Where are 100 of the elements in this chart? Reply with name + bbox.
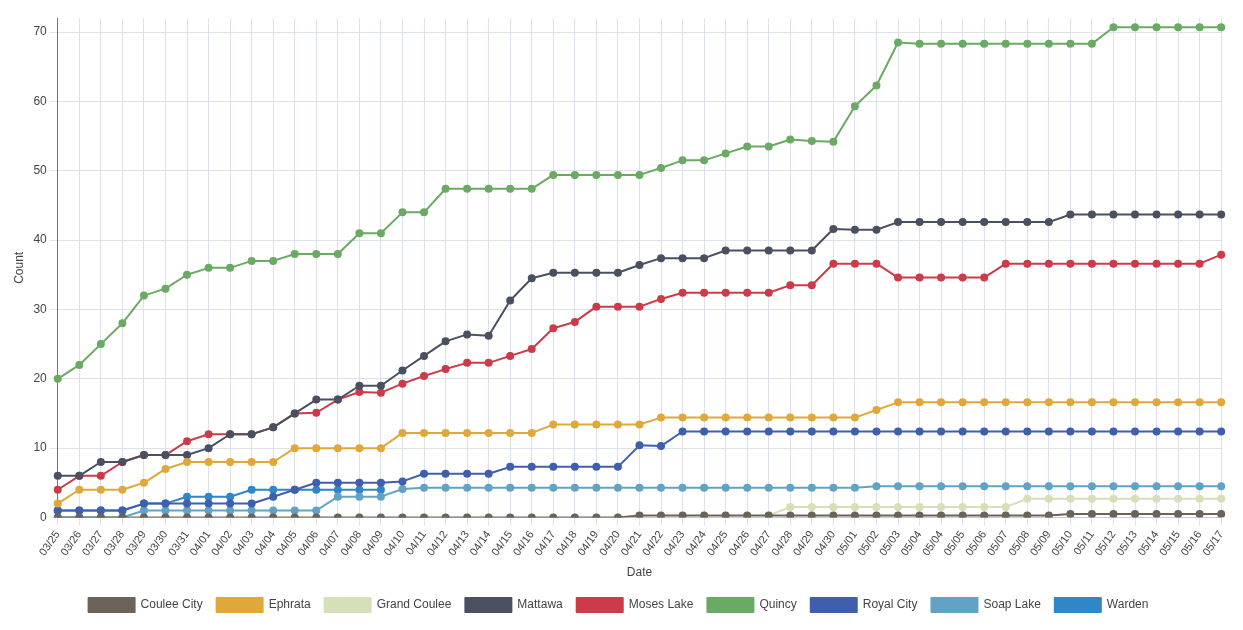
point bbox=[850, 483, 859, 492]
point bbox=[915, 39, 924, 48]
point bbox=[807, 483, 816, 492]
point bbox=[937, 398, 946, 407]
point bbox=[958, 218, 967, 227]
point bbox=[183, 458, 192, 467]
point bbox=[506, 462, 515, 471]
point bbox=[1066, 427, 1075, 436]
point bbox=[980, 39, 989, 48]
point bbox=[1087, 427, 1096, 436]
point bbox=[226, 263, 235, 272]
point bbox=[915, 273, 924, 282]
point bbox=[894, 503, 903, 512]
point bbox=[247, 499, 256, 508]
point bbox=[1023, 398, 1032, 407]
point bbox=[764, 427, 773, 436]
point bbox=[290, 444, 299, 453]
point bbox=[139, 478, 148, 487]
point bbox=[355, 444, 364, 453]
point bbox=[915, 511, 924, 518]
point bbox=[829, 259, 838, 268]
point bbox=[1066, 39, 1075, 48]
point bbox=[678, 156, 687, 165]
point bbox=[441, 337, 450, 346]
point bbox=[980, 273, 989, 282]
point bbox=[549, 462, 558, 471]
point bbox=[721, 288, 730, 297]
point bbox=[355, 381, 364, 390]
point bbox=[484, 331, 493, 340]
point bbox=[398, 485, 407, 494]
point bbox=[1023, 511, 1032, 518]
point bbox=[743, 483, 752, 492]
point bbox=[1109, 259, 1118, 268]
point bbox=[1152, 482, 1161, 491]
point bbox=[786, 281, 795, 290]
point bbox=[1174, 494, 1183, 503]
point bbox=[1174, 482, 1183, 491]
point bbox=[118, 319, 127, 328]
point bbox=[700, 511, 709, 518]
point bbox=[786, 427, 795, 436]
point bbox=[678, 511, 687, 518]
legend-label: Royal City bbox=[862, 597, 918, 612]
point bbox=[247, 485, 256, 494]
point bbox=[829, 427, 838, 436]
point bbox=[161, 284, 170, 293]
point bbox=[635, 261, 644, 270]
point bbox=[1066, 494, 1075, 503]
point bbox=[915, 218, 924, 227]
point bbox=[398, 208, 407, 217]
point bbox=[1109, 510, 1118, 518]
point bbox=[635, 170, 644, 179]
point bbox=[1131, 259, 1140, 268]
point bbox=[592, 420, 601, 429]
y-tick-label: 30 bbox=[33, 301, 48, 316]
point bbox=[376, 229, 385, 238]
point bbox=[355, 229, 364, 238]
point bbox=[1044, 398, 1053, 407]
point bbox=[894, 38, 903, 47]
point bbox=[484, 469, 493, 478]
point bbox=[657, 254, 666, 263]
point bbox=[312, 395, 321, 404]
point bbox=[441, 428, 450, 437]
point bbox=[592, 302, 601, 311]
point bbox=[1152, 510, 1161, 518]
point bbox=[592, 268, 601, 277]
point bbox=[829, 511, 838, 518]
y-tick-label: 70 bbox=[33, 24, 48, 39]
point bbox=[1087, 482, 1096, 491]
point bbox=[1174, 398, 1183, 407]
point bbox=[183, 270, 192, 279]
point bbox=[1087, 510, 1096, 518]
point bbox=[786, 246, 795, 255]
point bbox=[463, 428, 472, 437]
point bbox=[355, 492, 364, 501]
point bbox=[958, 503, 967, 512]
point bbox=[420, 428, 429, 437]
point bbox=[700, 427, 709, 436]
point bbox=[441, 184, 450, 193]
point bbox=[1217, 482, 1226, 491]
point bbox=[333, 249, 342, 258]
point bbox=[958, 511, 967, 518]
point bbox=[96, 485, 105, 494]
point bbox=[312, 506, 321, 515]
point bbox=[721, 483, 730, 492]
point bbox=[850, 427, 859, 436]
point bbox=[527, 483, 536, 492]
point bbox=[678, 288, 687, 297]
point bbox=[872, 503, 881, 512]
point bbox=[139, 291, 148, 300]
point bbox=[247, 256, 256, 265]
point bbox=[527, 462, 536, 471]
point bbox=[613, 483, 622, 492]
point bbox=[226, 458, 235, 467]
point bbox=[743, 142, 752, 151]
point bbox=[1066, 210, 1075, 219]
point bbox=[398, 477, 407, 486]
point bbox=[549, 483, 558, 492]
point bbox=[398, 366, 407, 375]
point bbox=[247, 506, 256, 515]
point bbox=[721, 511, 730, 518]
